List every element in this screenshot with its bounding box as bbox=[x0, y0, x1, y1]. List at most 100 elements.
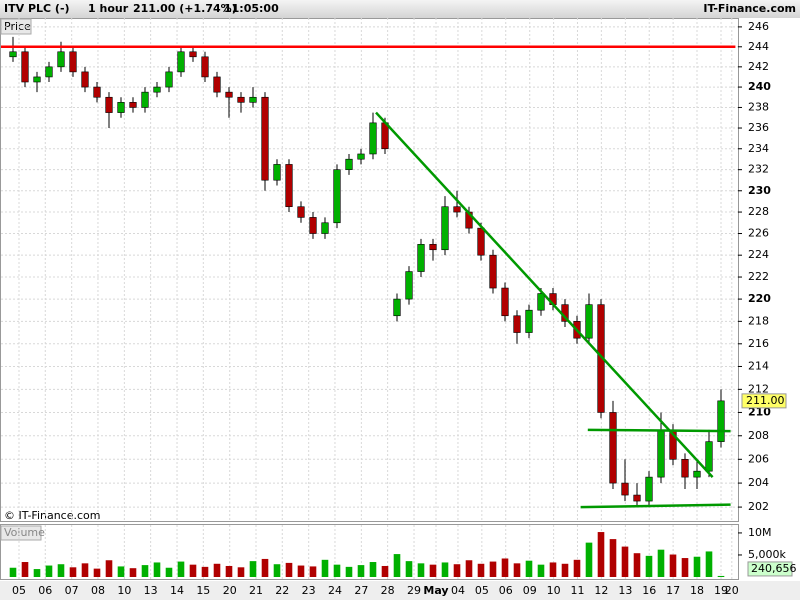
x-tick-label: 13 bbox=[144, 584, 158, 597]
volume-bar bbox=[129, 568, 137, 577]
volume-bar bbox=[597, 532, 605, 577]
volume-label: Volume bbox=[4, 526, 45, 539]
volume-bar bbox=[657, 549, 665, 577]
volume-bar bbox=[249, 561, 257, 577]
site: IT-Finance.com bbox=[703, 2, 796, 15]
candle-body bbox=[237, 96, 245, 103]
candle-body bbox=[309, 217, 317, 234]
y-tick-label: 208 bbox=[748, 429, 769, 442]
x-tick-label: 15 bbox=[196, 584, 210, 597]
x-tick-label: 04 bbox=[451, 584, 465, 597]
interval: 1 hour bbox=[88, 2, 129, 15]
candle-body bbox=[585, 304, 593, 339]
y-tick-label: 236 bbox=[748, 121, 769, 134]
volume-bar bbox=[429, 564, 437, 577]
volume-bar bbox=[309, 566, 317, 577]
volume-bar bbox=[237, 567, 245, 577]
candle-body bbox=[201, 56, 209, 78]
candle-body bbox=[513, 315, 521, 333]
volume-bar bbox=[81, 563, 89, 577]
volume-bar bbox=[165, 567, 173, 577]
candle-body bbox=[717, 400, 725, 442]
candle-body bbox=[417, 244, 425, 272]
candle-body bbox=[189, 51, 197, 58]
volume-bar bbox=[69, 567, 77, 577]
candle-body bbox=[609, 412, 617, 484]
volume-bar bbox=[261, 558, 269, 577]
volume-bar bbox=[585, 542, 593, 577]
x-tick-label: 14 bbox=[170, 584, 184, 597]
candle-body bbox=[129, 102, 137, 108]
volume-bar bbox=[477, 563, 485, 577]
header-bar bbox=[0, 0, 800, 18]
x-tick-label: 27 bbox=[354, 584, 368, 597]
volume-bar bbox=[417, 563, 425, 577]
volume-bar bbox=[177, 561, 185, 577]
candle-body bbox=[657, 429, 665, 478]
candle-body bbox=[441, 206, 449, 251]
y-tick-label: 222 bbox=[748, 270, 769, 283]
candle-body bbox=[285, 164, 293, 208]
y-tick-label: 204 bbox=[748, 476, 769, 489]
candle-body bbox=[213, 76, 221, 93]
drawn-line bbox=[587, 428, 731, 433]
y-tick-label: 238 bbox=[748, 100, 769, 113]
volume-bar bbox=[393, 554, 401, 577]
x-axis-bar bbox=[0, 581, 800, 600]
y-tick-label: 210 bbox=[748, 405, 771, 418]
volume-bar bbox=[381, 565, 389, 577]
candle-body bbox=[177, 51, 185, 73]
volume-bar bbox=[621, 546, 629, 577]
candle-body bbox=[357, 153, 365, 160]
x-tick-label: 16 bbox=[642, 584, 656, 597]
copyright: © IT-Finance.com bbox=[4, 509, 101, 522]
candle-body bbox=[225, 91, 233, 98]
x-tick-label: 06 bbox=[38, 584, 52, 597]
x-tick-label: 19 bbox=[714, 584, 728, 597]
volume-bar bbox=[57, 564, 65, 577]
x-tick-label: 29 bbox=[407, 584, 421, 597]
candle-body bbox=[69, 51, 77, 73]
candle-body bbox=[429, 244, 437, 251]
candle-body bbox=[345, 158, 353, 170]
candle-body bbox=[525, 309, 533, 333]
volume-bar bbox=[33, 569, 41, 577]
y-tick-label: 240 bbox=[748, 80, 771, 93]
candle-body bbox=[633, 494, 641, 502]
volume-bar bbox=[717, 575, 725, 577]
candle-body bbox=[333, 169, 341, 224]
volume-bar bbox=[273, 564, 281, 577]
volume-bar bbox=[105, 560, 113, 577]
x-tick-label: 11 bbox=[570, 584, 584, 597]
y-tick-label: 206 bbox=[748, 452, 769, 465]
last-price-label: 211.00 bbox=[746, 394, 785, 407]
candle-body bbox=[9, 51, 17, 58]
volume-bar bbox=[285, 562, 293, 577]
candle-body bbox=[141, 91, 149, 108]
x-tick-label: 05 bbox=[12, 584, 26, 597]
candle-body bbox=[321, 222, 329, 234]
last-volume-label: 240,656 bbox=[751, 562, 797, 575]
volume-bar bbox=[549, 562, 557, 577]
candle-body bbox=[381, 122, 389, 150]
candle-body bbox=[261, 96, 269, 181]
header-price: 211.00 (+1.74%) bbox=[133, 2, 237, 15]
volume-bar bbox=[357, 565, 365, 577]
x-tick-label: 21 bbox=[249, 584, 263, 597]
candle-body bbox=[705, 441, 713, 472]
volume-bar bbox=[321, 559, 329, 577]
x-tick-label: 20 bbox=[725, 584, 739, 597]
volume-bar bbox=[693, 556, 701, 577]
y-tick-label: 232 bbox=[748, 163, 769, 176]
y-tick-label: 234 bbox=[748, 142, 769, 155]
candle-body bbox=[645, 476, 653, 502]
drawn-line bbox=[580, 503, 731, 509]
volume-bar bbox=[117, 566, 125, 577]
candle-body bbox=[93, 86, 101, 98]
candle-body bbox=[369, 122, 377, 155]
last-price-box bbox=[741, 393, 787, 409]
candle-body bbox=[489, 254, 497, 289]
x-tick-label: 07 bbox=[65, 584, 79, 597]
symbol: ITV PLC (-) bbox=[4, 2, 70, 15]
candle-body bbox=[693, 470, 701, 478]
